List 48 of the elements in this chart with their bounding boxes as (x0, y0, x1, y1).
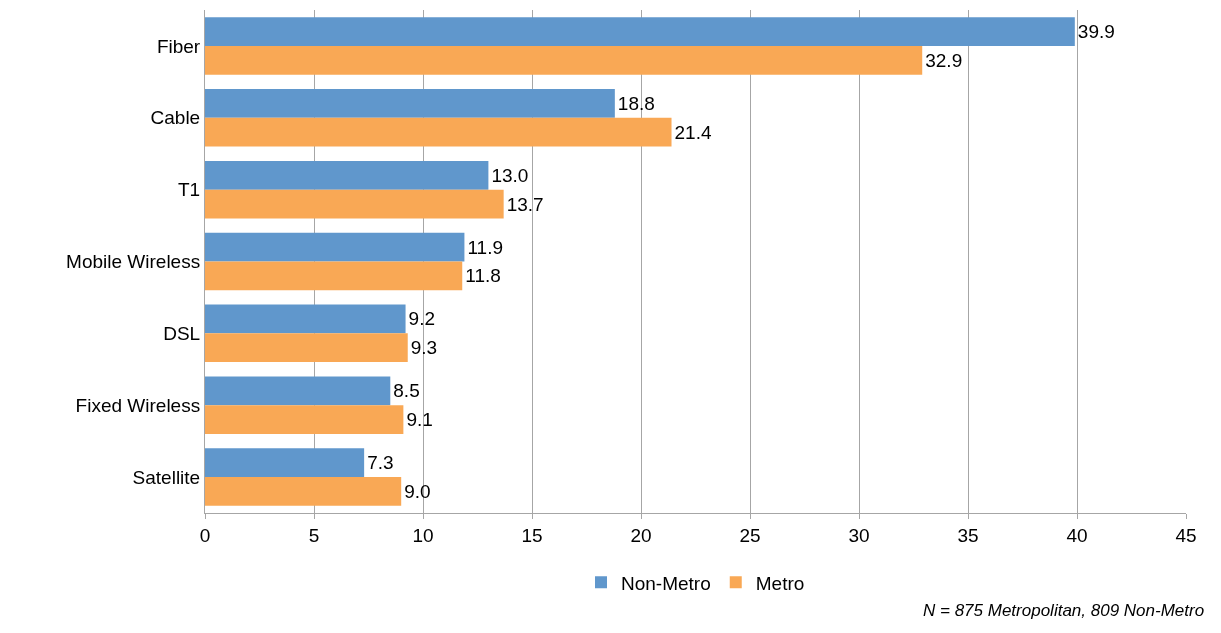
bar (205, 304, 406, 334)
data-label: 9.0 (404, 480, 431, 502)
bar (205, 17, 1075, 46)
y-tick-label: Fiber (156, 35, 201, 57)
data-label: 13.7 (506, 193, 544, 215)
x-tick-label: 10 (412, 524, 434, 546)
data-label: 18.8 (617, 92, 655, 114)
data-label: 13.0 (491, 164, 529, 186)
bar (205, 261, 463, 291)
data-label: 8.5 (393, 380, 420, 402)
x-tick-label: 35 (957, 524, 979, 546)
bar (205, 189, 504, 219)
x-tick-label: 25 (739, 524, 761, 546)
data-label: 9.2 (408, 308, 435, 330)
x-tick-label: 20 (630, 524, 652, 546)
data-label: 9.3 (410, 337, 438, 359)
data-label: 9.1 (406, 409, 433, 431)
y-tick-label: DSL (163, 323, 201, 345)
bar (205, 45, 923, 75)
data-label: 32.9 (925, 49, 963, 71)
y-tick-label: T1 (178, 179, 201, 201)
bar (205, 232, 465, 262)
bar (205, 448, 365, 478)
bar (205, 333, 408, 363)
data-label: 7.3 (367, 452, 394, 474)
legend-label: Non-Metro (621, 572, 711, 594)
bar (205, 376, 391, 406)
bar (205, 477, 402, 506)
bar (205, 160, 489, 190)
bar (205, 405, 404, 434)
x-tick-label: 30 (848, 524, 870, 546)
data-label: 11.8 (465, 265, 501, 287)
x-tick-label: 45 (1175, 524, 1197, 546)
x-tick-label: 40 (1066, 524, 1088, 546)
data-label: 21.4 (674, 121, 712, 143)
y-tick-label: Satellite (132, 466, 201, 488)
legend-label: Metro (755, 572, 805, 594)
data-label: 39.9 (1077, 21, 1115, 43)
bar (205, 89, 615, 118)
y-tick-label: Mobile Wireless (66, 251, 201, 273)
x-tick-label: 0 (199, 524, 211, 546)
bar (205, 117, 672, 147)
x-tick-label: 15 (521, 524, 543, 546)
x-tick-label: 5 (308, 524, 320, 546)
data-label: 11.9 (467, 236, 503, 258)
y-tick-label: Fixed Wireless (75, 394, 201, 416)
text: N = 875 Metropolitan, 809 Non-Metro (923, 601, 1205, 620)
y-tick-label: Cable (150, 107, 201, 129)
